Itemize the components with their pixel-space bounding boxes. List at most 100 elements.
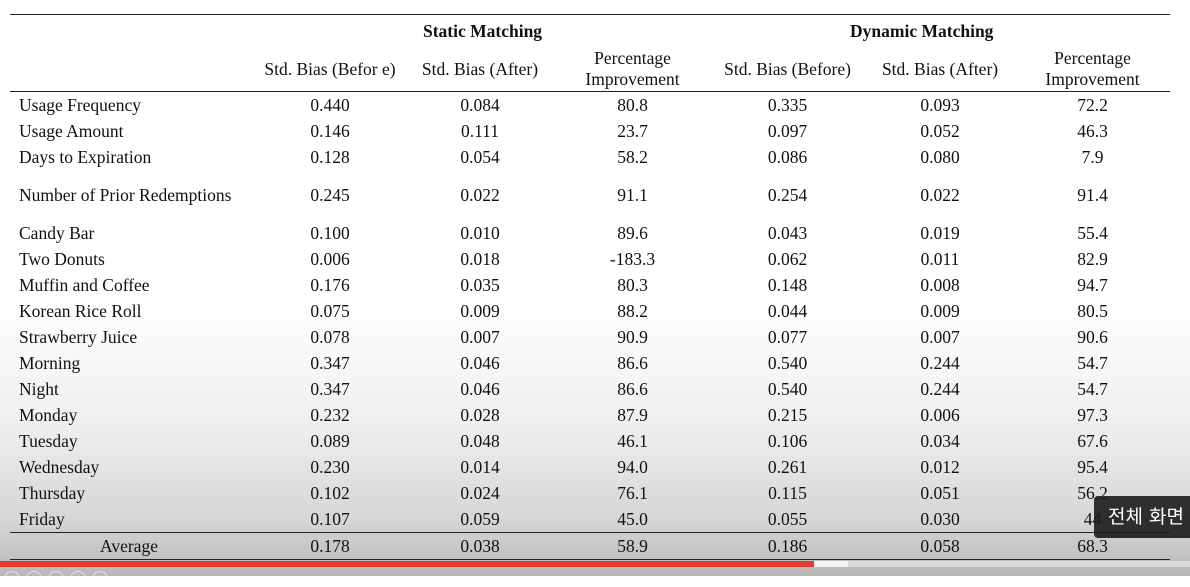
fullscreen-tooltip: 전체 화면	[1094, 496, 1190, 538]
cell-value: 23.7	[617, 121, 648, 141]
cell-value: 0.007	[460, 327, 500, 347]
video-progress-bar[interactable]	[0, 561, 1190, 567]
cell-value: 0.540	[767, 353, 808, 373]
cell-value: 80.5	[1077, 301, 1108, 321]
cell-value: 0.075	[310, 301, 350, 321]
row-label: Tuesday	[19, 431, 78, 451]
cell-value: 0.010	[460, 223, 500, 243]
table-row: Muffin and Coffee 0.176 0.035 80.3 0.148 0.00…	[10, 272, 1170, 298]
cell-value: 0.028	[460, 405, 500, 425]
cell-value: 55.4	[1077, 223, 1108, 243]
subheader-static-bias-before: Std. Bias (Befor e)	[255, 45, 405, 92]
control-icon[interactable]	[92, 571, 108, 587]
cell-value: 90.6	[1077, 327, 1108, 347]
average-label: Average	[10, 532, 255, 560]
row-label: Thursday	[19, 483, 86, 503]
cell-value: 0.244	[920, 353, 960, 373]
cell-value: 0.245	[310, 185, 350, 205]
cell-value: 82.9	[1077, 249, 1108, 269]
cell-value: 0.008	[920, 275, 960, 295]
cell-value: 94.7	[1077, 275, 1108, 295]
table-row: Strawberry Juice 0.078 0.007 90.9 0.077 0.007…	[10, 324, 1170, 350]
cell-value: 67.6	[1077, 431, 1108, 451]
cell-value: 0.347	[310, 353, 350, 373]
cell-value: 80.8	[617, 95, 648, 115]
cell-value: 86.6	[617, 379, 648, 399]
cell-value: 0.051	[920, 483, 960, 503]
table-row: Wednesday 0.230 0.014 94.0 0.261 0.012 95.4	[10, 454, 1170, 480]
control-icon[interactable]	[70, 571, 86, 587]
cell-value: 45.0	[617, 509, 648, 529]
cell-value: 0.335	[767, 95, 808, 115]
static-matching-header: Static Matching	[255, 14, 711, 45]
cell-value: 0.009	[460, 301, 500, 321]
cell-value: 80.3	[617, 275, 648, 295]
cell-value: 0.034	[920, 431, 960, 451]
table-row: Two Donuts 0.006 0.018 -183.3 0.062 0.011 82.9	[10, 246, 1170, 272]
row-label: Muffin and Coffee	[19, 275, 150, 295]
cell-value: 0.107	[310, 509, 350, 529]
cell-value: 0.347	[310, 379, 350, 399]
row-label: Monday	[19, 405, 78, 425]
cell-value: 0.014	[460, 457, 500, 477]
stub-header	[10, 14, 255, 45]
table-row: Usage Amount 0.146 0.111 23.7 0.097 0.052 46.3	[10, 118, 1170, 144]
cell-value: -183.3	[609, 249, 656, 269]
row-label: Friday	[19, 509, 65, 529]
cell-value: 0.078	[310, 327, 350, 347]
table-row: Friday 0.107 0.059 45.0 0.055 0.030 44	[10, 506, 1170, 533]
cell-value: 0.054	[460, 147, 500, 167]
subheader-static-improvement: Percentage Improvement	[555, 45, 711, 92]
cell-value: 0.019	[920, 223, 960, 243]
cell-value: 0.030	[920, 509, 960, 529]
cell-value: 0.006	[920, 405, 960, 425]
cell-value: 90.9	[617, 327, 648, 347]
cell-value: 0.106	[767, 431, 808, 451]
cell-value: 0.080	[920, 147, 960, 167]
row-label: Korean Rice Roll	[19, 301, 142, 321]
cell-value: 0.089	[310, 431, 350, 451]
table-row: Thursday 0.102 0.024 76.1 0.115 0.051 56.2	[10, 480, 1170, 506]
cell-value: 88.2	[617, 301, 648, 321]
average-value: 0.178	[255, 532, 405, 560]
subheader-dynamic-improvement: Percentage Improvement	[1015, 45, 1171, 92]
cell-value: 0.254	[767, 185, 808, 205]
cell-value: 0.022	[460, 185, 500, 205]
row-label: Wednesday	[19, 457, 100, 477]
cell-value: 0.046	[460, 379, 500, 399]
cell-value: 0.440	[310, 95, 350, 115]
progress-played	[0, 561, 814, 567]
table-row: Usage Frequency 0.440 0.084 80.8 0.335 0.093 7…	[10, 92, 1170, 119]
subheader-row: Std. Bias (Befor e) Std. Bias (After) Pe…	[10, 45, 1171, 92]
control-icon[interactable]	[26, 571, 42, 587]
cell-value: 0.102	[310, 483, 350, 503]
cell-value: 0.062	[767, 249, 808, 269]
row-label: Two Donuts	[19, 249, 105, 269]
cell-value: 95.4	[1077, 457, 1108, 477]
cell-value: 54.7	[1077, 379, 1108, 399]
average-value: 0.038	[405, 532, 555, 560]
cell-value: 91.4	[1077, 185, 1108, 205]
cell-value: 0.022	[920, 185, 960, 205]
subheader-dynamic-bias-before: Std. Bias (Before)	[710, 45, 866, 92]
cell-value: 0.035	[460, 275, 500, 295]
control-icon[interactable]	[48, 571, 64, 587]
stub-subheader	[10, 45, 255, 92]
table-row: Monday 0.232 0.028 87.9 0.215 0.006 97.3	[10, 402, 1170, 428]
cell-value: 0.100	[310, 223, 350, 243]
cell-value: 89.6	[617, 223, 648, 243]
table-row: Tuesday 0.089 0.048 46.1 0.106 0.034 67.6	[10, 428, 1170, 454]
cell-value: 0.012	[920, 457, 960, 477]
cell-value: 0.009	[920, 301, 960, 321]
cell-value: 0.086	[767, 147, 808, 167]
cell-value: 0.052	[920, 121, 960, 141]
cell-value: 0.146	[310, 121, 350, 141]
row-label: Candy Bar	[19, 223, 95, 243]
table-body: Usage Frequency 0.440 0.084 80.8 0.335 0.093 7…	[10, 92, 1171, 560]
row-label: Usage Amount	[19, 121, 124, 141]
cell-value: 86.6	[617, 353, 648, 373]
control-icon[interactable]	[4, 571, 20, 587]
cell-value: 0.046	[460, 353, 500, 373]
standardized-bias-table: Static Matching Dynamic Matching Std. Bi…	[10, 14, 1171, 560]
cell-value: 46.3	[1077, 121, 1108, 141]
